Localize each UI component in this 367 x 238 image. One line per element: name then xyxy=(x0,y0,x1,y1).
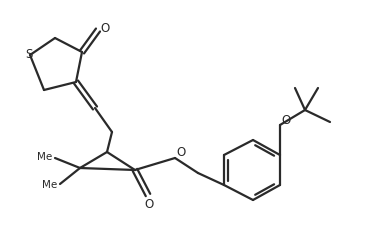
Text: O: O xyxy=(144,198,154,210)
Text: Me: Me xyxy=(37,152,52,162)
Text: O: O xyxy=(281,114,291,127)
Text: S: S xyxy=(25,49,33,61)
Text: O: O xyxy=(177,147,186,159)
Text: O: O xyxy=(101,23,110,35)
Text: Me: Me xyxy=(42,180,57,190)
